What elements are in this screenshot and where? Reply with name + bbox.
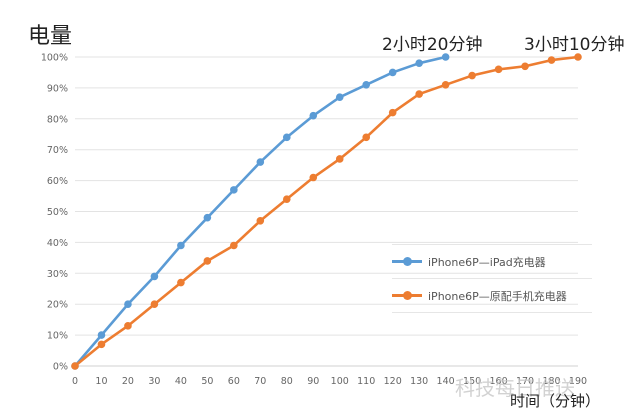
data-point-marker — [415, 90, 423, 98]
data-point-marker — [441, 53, 450, 61]
data-point-marker — [230, 186, 238, 194]
data-point-marker — [150, 272, 159, 281]
legend-label: iPhone6P—iPad充电器 — [428, 255, 546, 269]
data-point-marker — [150, 300, 159, 309]
y-tick-label: 40% — [47, 238, 68, 249]
x-tick-label: 170 — [516, 376, 534, 387]
y-axis-title: 电量 — [28, 24, 73, 49]
y-tick-label: 90% — [47, 83, 68, 94]
y-tick-label: 60% — [47, 176, 68, 187]
data-point-marker — [177, 278, 185, 287]
y-tick-label: 20% — [47, 300, 68, 311]
data-point-marker — [309, 111, 318, 120]
annotation-orange-end: 3小时10分钟 — [524, 35, 625, 55]
x-tick-label: 130 — [410, 376, 428, 387]
y-tick-label: 80% — [47, 114, 68, 125]
data-point-marker — [256, 158, 265, 166]
y-tick-label: 0% — [53, 362, 68, 373]
data-point-marker — [494, 65, 503, 74]
data-point-marker — [203, 257, 212, 265]
x-tick-label: 90 — [307, 376, 319, 387]
x-tick-label: 120 — [384, 376, 402, 387]
legend-line-marker-icon — [392, 291, 422, 300]
legend-item-original-charger: iPhone6P—原配手机充电器 — [392, 279, 592, 313]
data-point-marker — [335, 155, 344, 163]
data-point-marker — [441, 81, 450, 89]
x-tick-label: 160 — [490, 376, 508, 387]
legend-label: iPhone6P—原配手机充电器 — [428, 289, 567, 303]
data-point-marker — [309, 173, 318, 182]
x-tick-label: 180 — [542, 376, 560, 387]
data-point-marker — [282, 133, 291, 142]
data-point-marker — [97, 331, 106, 339]
data-point-marker — [388, 68, 397, 77]
data-point-marker — [547, 56, 556, 64]
data-point-marker — [282, 195, 291, 203]
data-point-marker — [388, 108, 397, 117]
x-tick-label: 10 — [95, 376, 107, 387]
legend-item-ipad-charger: iPhone6P—iPad充电器 — [392, 244, 592, 279]
x-tick-label: 70 — [254, 376, 266, 387]
data-point-marker — [177, 241, 185, 250]
x-tick-label: 140 — [437, 376, 455, 387]
x-tick-label: 100 — [331, 376, 349, 387]
data-point-marker — [335, 93, 344, 101]
data-point-marker — [415, 59, 423, 67]
x-tick-label: 20 — [122, 376, 134, 387]
x-tick-label: 150 — [463, 376, 481, 387]
data-point-marker — [97, 340, 106, 349]
data-point-marker — [362, 133, 371, 142]
x-tick-label: 50 — [201, 376, 213, 387]
x-tick-label: 30 — [148, 376, 160, 387]
x-tick-label: 40 — [175, 376, 187, 387]
y-tick-label: 10% — [47, 331, 68, 342]
annotation-blue-end: 2小时20分钟 — [382, 35, 483, 55]
legend-line-marker-icon — [392, 257, 422, 266]
data-point-marker — [203, 213, 212, 222]
x-tick-label: 60 — [228, 376, 240, 387]
y-tick-label: 30% — [47, 269, 68, 280]
data-point-marker — [71, 362, 79, 370]
data-point-marker — [124, 300, 132, 309]
x-tick-label: 0 — [72, 376, 78, 387]
y-tick-label: 70% — [47, 145, 68, 156]
data-point-marker — [468, 71, 476, 80]
x-axis-title: 时间（分钟） — [510, 392, 601, 410]
x-tick-label: 110 — [357, 376, 375, 387]
data-point-marker — [521, 62, 529, 71]
data-point-marker — [230, 241, 238, 250]
data-point-marker — [124, 322, 132, 330]
y-tick-label: 100% — [41, 53, 68, 64]
data-point-marker — [574, 53, 582, 61]
data-point-marker — [256, 216, 265, 225]
x-tick-label: 190 — [569, 376, 587, 387]
series-line — [74, 55, 579, 368]
watermark-text: 科技每日推送 — [455, 376, 575, 400]
x-tick-label: 80 — [281, 376, 293, 387]
y-tick-label: 50% — [47, 207, 68, 218]
data-point-marker — [362, 81, 371, 89]
chart-legend: iPhone6P—iPad充电器 iPhone6P—原配手机充电器 — [392, 244, 592, 313]
